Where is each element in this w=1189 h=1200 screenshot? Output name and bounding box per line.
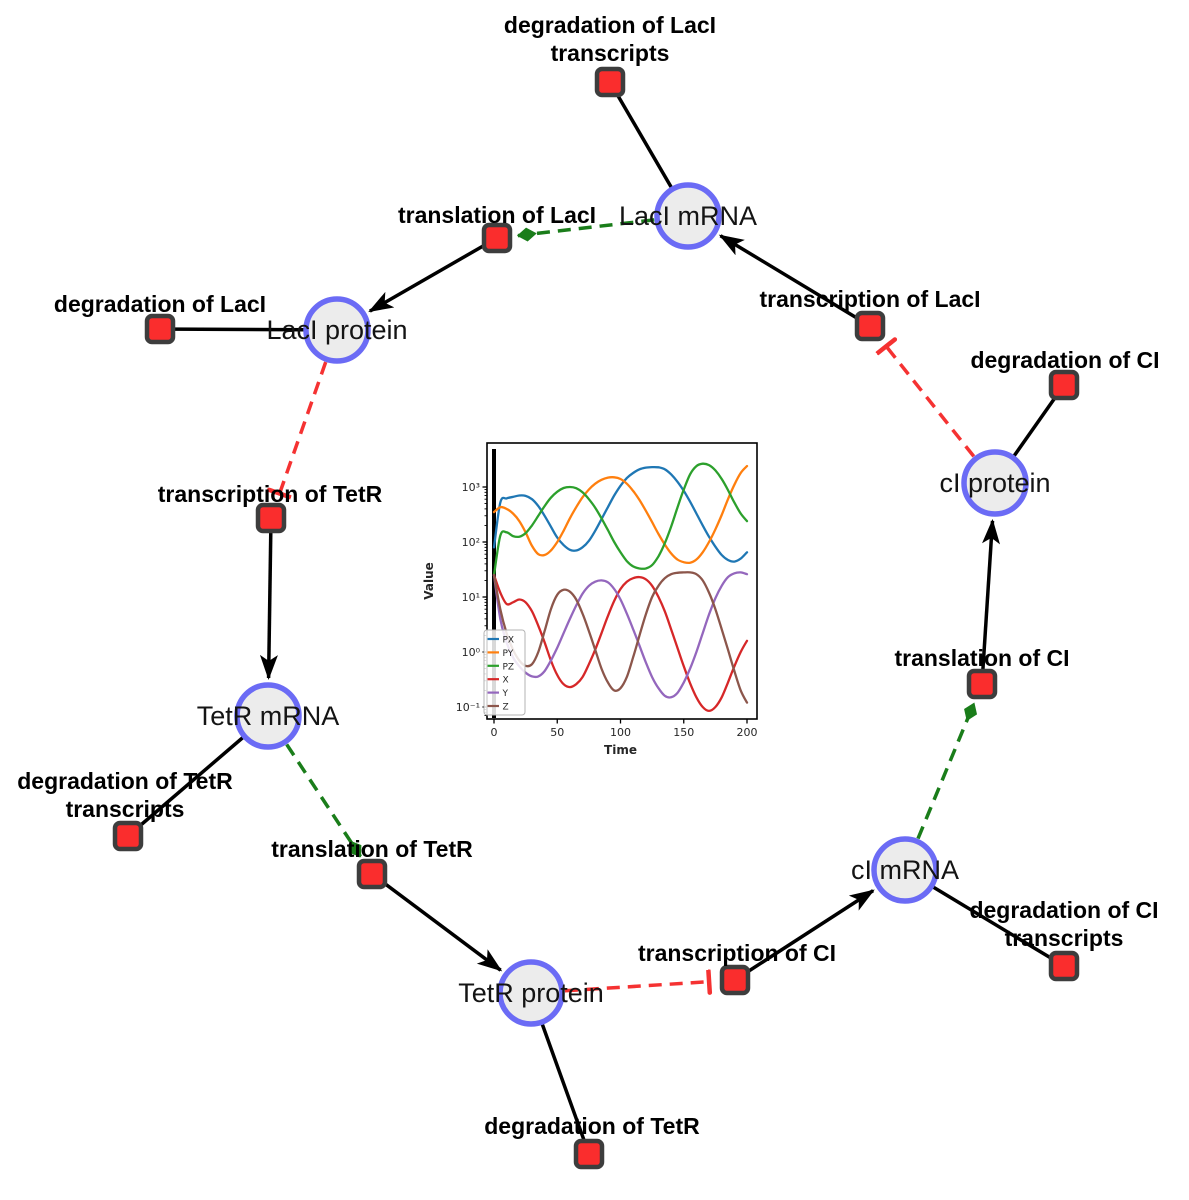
edge-production-transl-tetr-tetr-protein — [381, 880, 503, 972]
edge-inhibition-tetr-protein-tx-ci — [564, 982, 709, 991]
y-tick-label: 10³ — [462, 481, 480, 494]
reaction-node-deg-laci-tx[interactable] — [594, 66, 626, 98]
species-label-laci-protein: LacI protein — [266, 315, 407, 345]
reaction-node-deg-laci[interactable] — [144, 313, 176, 345]
x-tick-label: 100 — [610, 726, 631, 739]
reaction-label-deg-ci-tx: degradation of CI — [969, 897, 1158, 923]
reaction-label-deg-laci: degradation of LacI — [54, 291, 266, 317]
reaction-node-transl-tetr[interactable] — [356, 858, 388, 890]
plot-legend: PX PY PZ XYZ — [483, 629, 526, 716]
legend-label-Z: Z — [503, 703, 509, 713]
edge-production-transl-laci-laci-protein — [368, 242, 487, 313]
node-layer — [112, 66, 1080, 1170]
legend-label-PX: PX — [503, 636, 515, 646]
label-layer: LacI mRNA LacI protein cI protein TetR mRNA… — [17, 12, 1159, 1139]
reaction-node-tx-ci[interactable] — [719, 964, 751, 996]
plot-series-X — [492, 573, 749, 713]
legend-label-PZ: PZ — [503, 662, 515, 672]
reaction-node-tx-tetr[interactable] — [255, 502, 287, 534]
edge-consumption-laci-mrna-deg-laci-tx — [614, 92, 673, 189]
edge-modifier-laci-mrna-transl-laci — [516, 218, 655, 242]
legend-box — [483, 629, 526, 716]
plot-series-Z — [492, 571, 749, 704]
reaction-label-deg-laci-tx: transcripts — [551, 40, 670, 66]
edge-production-tx-ci-ci-mrna — [744, 889, 875, 975]
plot-frame — [486, 442, 758, 720]
edge-consumption-ci-protein-deg-ci — [1012, 394, 1058, 458]
reaction-label-deg-ci-tx: transcripts — [1005, 925, 1124, 951]
edge-layer — [136, 92, 1058, 1143]
edge-consumption-laci-protein-deg-laci — [172, 327, 305, 332]
reaction-label-transl-ci: translation of CI — [894, 645, 1069, 671]
legend-label-X: X — [503, 676, 509, 686]
plot-series-PZ — [492, 462, 749, 577]
x-tick-label: 50 — [550, 726, 564, 739]
edge-production-tx-laci-laci-mrna — [718, 234, 860, 321]
y-tick-label: 10⁻¹ — [456, 701, 480, 714]
species-label-ci-protein: cI protein — [939, 468, 1050, 498]
species-node-ci-protein[interactable] — [961, 449, 1029, 517]
species-node-tetr-protein[interactable] — [497, 959, 565, 1027]
reaction-node-tx-laci[interactable] — [854, 310, 886, 342]
edge-inhibition-ci-protein-tx-laci — [886, 346, 976, 458]
reaction-label-deg-laci-tx: degradation of LacI — [504, 12, 716, 38]
species-node-tetr-mrna[interactable] — [234, 682, 302, 750]
species-label-ci-mrna: cI mRNA — [851, 855, 959, 885]
reaction-label-deg-tetr-tx: degradation of TetR — [17, 768, 233, 794]
edge-inhibition-laci-protein-tx-tetr — [280, 361, 328, 493]
reaction-node-deg-ci[interactable] — [1048, 369, 1080, 401]
edge-production-tx-tetr-tetr-mrna — [259, 530, 278, 680]
reaction-label-deg-tetr-tx: transcripts — [66, 796, 185, 822]
reaction-node-deg-ci-tx[interactable] — [1048, 950, 1080, 982]
reaction-node-deg-tetr-tx[interactable] — [112, 820, 144, 852]
reaction-node-transl-ci[interactable] — [966, 668, 998, 700]
species-node-laci-protein[interactable] — [303, 296, 371, 364]
species-node-laci-mrna[interactable] — [654, 182, 722, 250]
plot-series-PY — [492, 464, 749, 565]
species-label-laci-mrna: LacI mRNA — [619, 201, 757, 231]
y-tick-label: 10⁰ — [462, 646, 481, 659]
legend-label-PY: PY — [503, 649, 514, 659]
edge-consumption-tetr-mrna-deg-tetr-tx — [136, 736, 245, 829]
legend-label-Y: Y — [502, 689, 509, 699]
y-tick-label: 10¹ — [462, 591, 480, 604]
reaction-label-tx-ci: transcription of CI — [638, 940, 836, 966]
reaction-label-deg-tetr: degradation of TetR — [484, 1113, 700, 1139]
y-axis-label: Value — [422, 562, 436, 600]
species-label-tetr-mrna: TetR mRNA — [197, 701, 340, 731]
plot-series-Y — [492, 571, 749, 699]
reaction-node-deg-tetr[interactable] — [573, 1138, 605, 1170]
x-tick-label: 150 — [673, 726, 694, 739]
species-node-ci-mrna[interactable] — [871, 836, 939, 904]
reaction-label-transl-tetr: translation of TetR — [271, 836, 473, 862]
reaction-label-tx-tetr: transcription of TetR — [158, 481, 383, 507]
x-axis-label: Time — [604, 743, 637, 757]
reaction-node-transl-laci[interactable] — [481, 222, 513, 254]
simulation-plot: 0 50 100 150 20010⁻¹10⁰10¹10²10³TimeValuePXP… — [422, 438, 767, 764]
reaction-label-deg-ci: degradation of CI — [970, 347, 1159, 373]
x-tick-label: 200 — [737, 726, 758, 739]
reaction-label-transl-laci: translation of LacI — [398, 202, 596, 228]
edge-consumption-ci-mrna-deg-ci-tx — [932, 885, 1054, 961]
plot-series-PX — [492, 465, 749, 563]
reaction-label-tx-laci: transcription of LacI — [759, 286, 980, 312]
edge-modifier-tetr-mrna-transl-tetr — [285, 743, 362, 858]
edge-consumption-tetr-protein-deg-tetr — [540, 1023, 587, 1143]
edge-modifier-ci-mrna-transl-ci — [916, 702, 978, 840]
species-label-tetr-protein: TetR protein — [458, 978, 604, 1008]
y-tick-label: 10² — [462, 536, 480, 549]
edge-production-transl-ci-ci-protein — [981, 518, 1000, 672]
x-tick-label: 0 — [491, 726, 498, 739]
